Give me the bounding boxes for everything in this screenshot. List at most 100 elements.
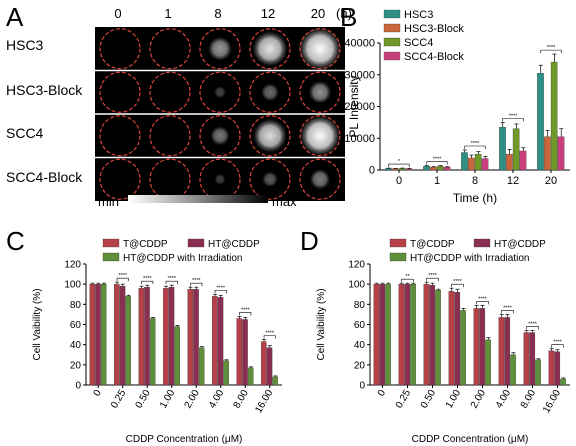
bar bbox=[498, 317, 505, 386]
panel-d-letter: D bbox=[300, 226, 319, 256]
bar bbox=[529, 332, 536, 386]
bar bbox=[499, 126, 506, 171]
legend-label: T@CDDP bbox=[410, 239, 455, 250]
bar bbox=[506, 153, 513, 171]
bar bbox=[125, 296, 131, 386]
well-outline bbox=[99, 28, 141, 70]
significance-bracket bbox=[263, 335, 276, 339]
fluorescence-spot bbox=[298, 27, 342, 70]
legend-label: SCC4-Block bbox=[404, 51, 464, 63]
well-outline bbox=[299, 28, 341, 70]
fluorescence-spot bbox=[214, 173, 226, 186]
bar bbox=[261, 341, 267, 386]
significance-stars: **** bbox=[528, 322, 537, 328]
x-tick-label: 1 bbox=[434, 175, 440, 187]
significance-bracket bbox=[501, 310, 514, 314]
bar bbox=[481, 158, 489, 171]
x-tick-label: 0.25 bbox=[109, 388, 128, 411]
panel-a-letter: A bbox=[6, 2, 24, 32]
significance-bracket bbox=[426, 161, 448, 165]
y-tick-label: 100 bbox=[64, 280, 81, 291]
x-tick-label: 8.00 bbox=[519, 388, 538, 411]
x-tick-label: 16.00 bbox=[253, 388, 275, 416]
legend-swatch bbox=[102, 252, 120, 262]
fluorescence-spot bbox=[309, 168, 331, 190]
bar bbox=[468, 157, 475, 171]
legend-swatch bbox=[383, 37, 401, 47]
fluorescence-spot bbox=[308, 80, 332, 104]
y-tick-label: 120 bbox=[348, 260, 365, 271]
bar bbox=[138, 288, 145, 386]
bar bbox=[247, 367, 254, 386]
significance-stars: **** bbox=[428, 273, 437, 279]
significance-stars: **** bbox=[547, 45, 556, 51]
bar bbox=[523, 332, 530, 386]
well-outline bbox=[249, 158, 291, 200]
bar bbox=[435, 290, 441, 386]
y-tick-label: 40 bbox=[354, 340, 366, 351]
bar bbox=[537, 73, 544, 171]
y-axis-label: Cell Vaibility (%) bbox=[316, 288, 327, 360]
significance-stars: **** bbox=[503, 305, 512, 311]
y-tick-label: 0 bbox=[369, 165, 375, 177]
bar bbox=[114, 284, 120, 386]
legend-label: HT@CDDP with Irradiation bbox=[123, 253, 242, 264]
legend-swatch bbox=[187, 238, 205, 248]
significance-stars: **** bbox=[216, 285, 225, 291]
significance-stars: **** bbox=[118, 273, 127, 279]
significance-bracket bbox=[116, 277, 129, 282]
x-tick-label: 0 bbox=[376, 388, 389, 399]
time-label: 8 bbox=[214, 6, 221, 21]
y-axis-label: PL Intensity bbox=[347, 75, 361, 137]
well-outline bbox=[149, 71, 191, 113]
legend-swatch bbox=[383, 9, 401, 19]
bar bbox=[398, 168, 406, 171]
bar bbox=[379, 284, 386, 386]
x-tick-label: 0 bbox=[396, 175, 402, 187]
bar bbox=[405, 168, 413, 171]
well-outline bbox=[249, 71, 291, 113]
significance-bracket bbox=[190, 282, 203, 287]
significance-bracket bbox=[388, 163, 410, 168]
legend-label: HT@CDDP bbox=[208, 239, 260, 250]
scale-max-label: max bbox=[272, 194, 297, 209]
fluorescence-spot bbox=[253, 118, 287, 153]
panel-a-time-labels: 0 1 8 12 20 (h) bbox=[114, 6, 352, 21]
fluorescence-spot bbox=[299, 115, 341, 156]
bar bbox=[560, 378, 566, 386]
legend-swatch bbox=[102, 238, 120, 248]
bar bbox=[187, 289, 194, 386]
well-outline bbox=[199, 71, 241, 113]
bar bbox=[504, 317, 511, 386]
legend-swatch bbox=[473, 238, 491, 248]
panel-b-letter: B bbox=[340, 2, 357, 32]
legend-swatch bbox=[383, 23, 401, 33]
fluorescence-spot bbox=[252, 31, 288, 67]
bar bbox=[163, 288, 169, 386]
bar bbox=[373, 284, 380, 386]
significance-stars: ** bbox=[405, 274, 410, 280]
well-outline bbox=[199, 115, 241, 157]
x-tick-label: 8 bbox=[472, 175, 478, 187]
x-axis-label: CDDP Concentration (μM) bbox=[126, 434, 243, 445]
bar bbox=[404, 284, 411, 386]
well-outline bbox=[249, 28, 291, 70]
significance-stars: **** bbox=[241, 307, 250, 313]
significance-bracket bbox=[551, 344, 564, 348]
y-tick-label: 20 bbox=[70, 360, 82, 371]
bar bbox=[554, 351, 561, 386]
y-tick-label: 40 bbox=[70, 340, 82, 351]
time-label: 0 bbox=[114, 6, 121, 21]
bar bbox=[174, 326, 180, 386]
bar bbox=[474, 153, 482, 171]
legend-swatch bbox=[389, 252, 407, 262]
well-outline bbox=[299, 115, 341, 157]
chart-d: 0 20 40 60 80 100 120 0 0.25 ** 0.50 **** 1.00 **** 2.… bbox=[316, 238, 570, 445]
y-tick-label: 20000 bbox=[344, 101, 375, 113]
significance-stars: **** bbox=[433, 157, 442, 163]
x-tick-label: 0.50 bbox=[134, 388, 153, 411]
bar bbox=[460, 310, 466, 386]
significance-stars: **** bbox=[265, 331, 274, 337]
significance-stars: **** bbox=[143, 276, 152, 282]
